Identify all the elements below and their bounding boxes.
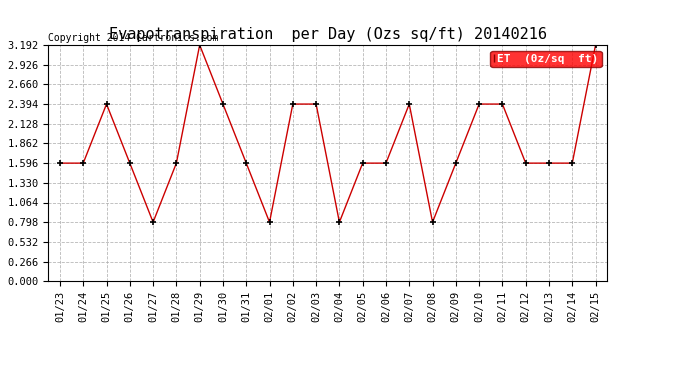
Title: Evapotranspiration  per Day (Ozs sq/ft) 20140216: Evapotranspiration per Day (Ozs sq/ft) 2… xyxy=(109,27,546,42)
Text: Copyright 2014 Cartronics.com: Copyright 2014 Cartronics.com xyxy=(48,33,219,43)
Legend: ET  (0z/sq  ft): ET (0z/sq ft) xyxy=(491,51,602,67)
